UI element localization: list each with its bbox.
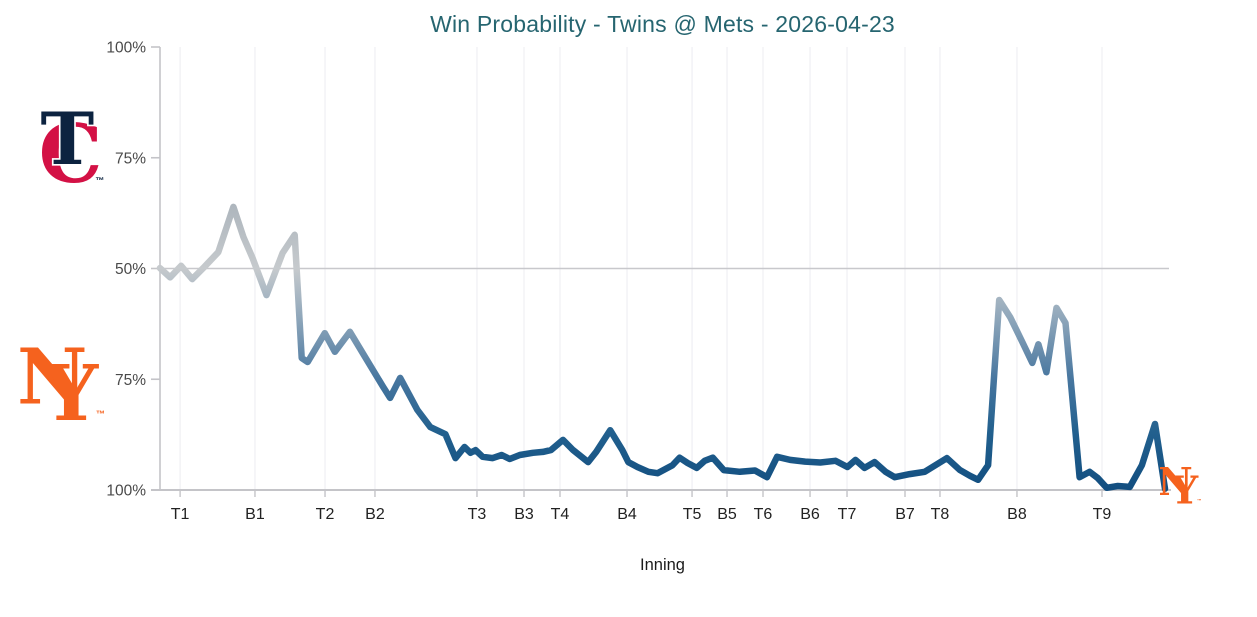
y-tick-label: 75% <box>115 372 146 389</box>
twins-tc-icon: C T ™ <box>39 95 105 201</box>
win-probability-line <box>156 203 1169 492</box>
y-tick-label: 100% <box>106 483 146 500</box>
x-tick-label: B1 <box>245 506 265 523</box>
mets-logo-letter-n: N <box>20 333 88 422</box>
x-tick-label: T3 <box>468 506 487 523</box>
x-tick-label: B2 <box>365 506 385 523</box>
x-tick-label: B6 <box>800 506 820 523</box>
x-tick-label: T9 <box>1093 506 1112 523</box>
y-tick-label: 50% <box>115 261 146 278</box>
twins-logo: C T ™ <box>28 95 110 201</box>
x-tick-label: B8 <box>1007 506 1027 523</box>
chart-title: Win Probability - Twins @ Mets - 2026-04… <box>430 11 895 37</box>
mets-logo-letter-y: Y <box>42 349 99 437</box>
mets-ny-icon: N Y ™ <box>17 332 105 439</box>
mets-logo: N Y ™ <box>17 332 108 439</box>
x-tick-label: T1 <box>171 506 190 523</box>
x-tick-label: B4 <box>617 506 637 523</box>
y-tick-label: 100% <box>106 40 146 57</box>
x-tick-label: T6 <box>754 506 773 523</box>
x-tick-label: T7 <box>838 506 857 523</box>
mets-marker-letter-n: N <box>1160 460 1193 505</box>
mets-marker-trademark: ™ <box>1197 498 1202 503</box>
x-tick-label: B5 <box>717 506 737 523</box>
twins-logo-letter-c: C <box>39 107 103 200</box>
x-tick-label: B7 <box>895 506 915 523</box>
mets-trademark: ™ <box>96 409 105 419</box>
x-tick-label: B3 <box>514 506 534 523</box>
twins-trademark: ™ <box>95 175 104 185</box>
x-tick-label: T2 <box>316 506 335 523</box>
x-tick-label: T8 <box>931 506 950 523</box>
twins-logo-letter-t: T <box>41 98 95 182</box>
x-tick-label: T5 <box>683 506 702 523</box>
x-tick-label: T4 <box>551 506 570 523</box>
mets-marker-letter-y: Y <box>1170 469 1199 512</box>
mets-ny-icon-small: N Y ™ <box>1157 460 1202 513</box>
x-axis-title: Inning <box>640 556 685 574</box>
mets-winner-marker-logo: N Y ™ <box>1157 460 1202 513</box>
y-tick-label: 75% <box>115 150 146 167</box>
